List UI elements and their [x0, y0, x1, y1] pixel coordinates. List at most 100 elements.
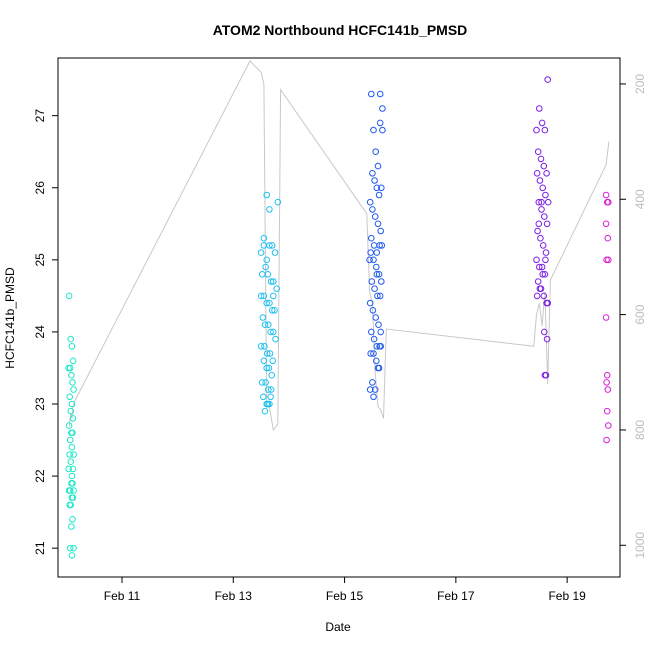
data-point — [261, 343, 268, 350]
data-point — [541, 271, 549, 278]
data-point — [263, 299, 271, 307]
data-point — [260, 242, 268, 249]
x-tick-label: Feb 17 — [437, 589, 475, 603]
data-point — [370, 335, 378, 343]
y-axis: 21 22 23 24 25 26 27 — [33, 109, 58, 555]
data-point — [536, 177, 544, 184]
y-tick-label: 27 — [33, 109, 47, 123]
data-point — [543, 170, 550, 177]
data-point — [259, 314, 267, 321]
data-point — [535, 220, 543, 228]
data-point — [367, 350, 375, 357]
y-tick-label: 21 — [33, 541, 47, 555]
data-point — [374, 220, 382, 228]
data-point — [65, 487, 73, 494]
data-point — [272, 335, 279, 343]
data-point — [538, 119, 546, 127]
data-point — [369, 170, 376, 177]
data-point — [537, 234, 544, 242]
data-point — [534, 148, 542, 155]
data-point — [602, 220, 610, 228]
data-point — [375, 271, 383, 278]
data-point — [537, 155, 545, 163]
data-point — [376, 119, 384, 127]
data-point — [70, 544, 77, 552]
data-point — [270, 328, 277, 336]
data-point — [376, 292, 384, 300]
data-point — [541, 126, 549, 134]
data-point — [379, 105, 386, 112]
data-point — [69, 480, 76, 487]
data-point — [266, 299, 273, 307]
data-point — [378, 184, 385, 192]
data-point — [603, 407, 611, 415]
x-tick-label: Feb 13 — [215, 589, 253, 603]
data-point — [535, 198, 543, 206]
data-point — [374, 292, 381, 300]
data-point — [68, 400, 76, 408]
data-point — [540, 162, 548, 170]
data-point — [370, 126, 377, 134]
data-point — [534, 227, 541, 235]
data-point — [374, 364, 382, 372]
data-point — [368, 90, 375, 98]
chart-title: ATOM2 Northbound HCFC141b_PMSD — [213, 22, 468, 38]
data-point — [603, 379, 610, 386]
data-point — [605, 256, 612, 264]
data-point — [257, 292, 265, 300]
data-point — [536, 105, 543, 112]
data-point — [260, 292, 268, 300]
data-point — [542, 249, 550, 256]
data-point — [268, 242, 276, 249]
data-point — [268, 307, 276, 314]
data-point — [257, 343, 265, 350]
data-point — [544, 198, 552, 206]
data-point — [271, 307, 278, 314]
data-point — [604, 234, 612, 242]
data-point — [65, 465, 72, 473]
data-point — [533, 126, 540, 134]
data-point — [260, 234, 268, 242]
data-point — [603, 436, 610, 444]
data-point — [257, 249, 265, 256]
data-point — [533, 170, 541, 177]
data-point — [67, 407, 75, 415]
data-point — [368, 278, 376, 285]
data-point — [68, 371, 75, 379]
data-point — [68, 444, 76, 451]
x-tick-label: Feb 15 — [326, 589, 364, 603]
y-axis-label: HCFC141b_PMSD — [3, 267, 17, 369]
data-point — [66, 544, 74, 552]
data-point — [264, 400, 272, 408]
data-point — [536, 263, 543, 271]
altitude-profile-layer — [68, 60, 610, 432]
data-point — [262, 263, 269, 271]
data-point — [271, 249, 279, 256]
data-point — [603, 371, 611, 379]
data-point — [264, 271, 272, 278]
y-tick-label: 25 — [33, 253, 47, 267]
data-point — [544, 299, 552, 307]
data-point — [273, 285, 281, 293]
data-point — [70, 386, 77, 393]
data-point — [377, 227, 385, 235]
data-point — [69, 415, 77, 422]
data-point — [270, 278, 277, 285]
data-point — [66, 393, 73, 401]
data-point — [373, 343, 381, 350]
data-point — [267, 278, 275, 285]
data-point — [70, 451, 77, 458]
data-point — [366, 299, 374, 307]
data-point — [370, 256, 377, 264]
data-point — [268, 371, 276, 379]
plot-frame — [57, 57, 621, 578]
data-point — [539, 271, 547, 278]
data-point — [369, 206, 376, 213]
data-point — [372, 314, 380, 321]
data-point — [369, 379, 376, 386]
data-point — [70, 487, 77, 494]
data-point — [605, 198, 612, 206]
data-point — [542, 256, 549, 264]
data-point — [371, 386, 379, 393]
